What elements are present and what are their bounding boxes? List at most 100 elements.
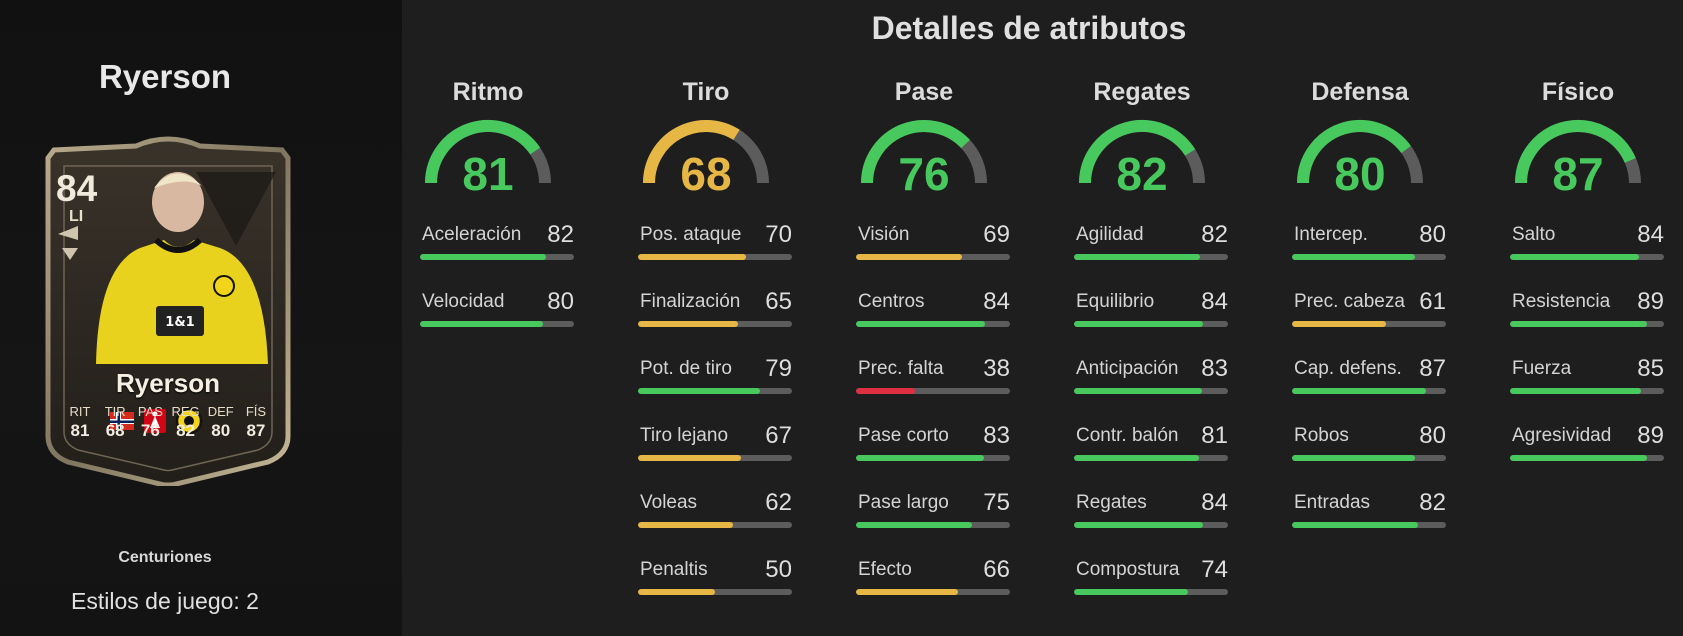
attribute-stat-value: 84 bbox=[983, 288, 1010, 315]
attribute-group-value: 80 bbox=[1334, 148, 1386, 200]
page-title: Detalles de atributos bbox=[871, 10, 1187, 46]
attribute-stat: Agresividad 89 bbox=[1510, 422, 1664, 475]
attribute-stat-value: 80 bbox=[547, 288, 574, 315]
attribute-stat: Prec. cabeza 61 bbox=[1292, 288, 1446, 341]
attribute-stat-name: Fuerza bbox=[1512, 358, 1572, 379]
attribute-stat-bar-fill bbox=[1074, 321, 1204, 327]
attribute-stat-bar bbox=[1074, 321, 1228, 327]
attribute-group-name: Tiro bbox=[682, 78, 730, 106]
attribute-stat-name: Pos. ataque bbox=[640, 224, 742, 245]
card-stat-label: TIR bbox=[104, 404, 126, 419]
attribute-stat-value: 83 bbox=[1201, 355, 1228, 382]
attribute-stat: Regates 84 bbox=[1074, 489, 1228, 542]
card-stat-values: 81 68 76 82 80 87 bbox=[63, 421, 273, 441]
attribute-gauge bbox=[1079, 120, 1205, 184]
attribute-stat-bar-fill bbox=[856, 455, 984, 461]
attribute-stat-bar bbox=[638, 522, 792, 528]
attribute-stat-value: 50 bbox=[765, 556, 792, 583]
gauge-fill bbox=[425, 120, 541, 184]
attribute-stat-value: 38 bbox=[983, 355, 1010, 382]
attribute-stat-bar-fill bbox=[1292, 388, 1426, 394]
attribute-gauge bbox=[861, 120, 987, 184]
attribute-group-value: 82 bbox=[1116, 148, 1168, 200]
attribute-stat: Agilidad 82 bbox=[1074, 221, 1228, 274]
attribute-stat-bar bbox=[1510, 388, 1664, 394]
attribute-stat-name: Robos bbox=[1294, 425, 1349, 446]
attribute-stat-value: 69 bbox=[983, 221, 1010, 248]
attribute-stat: Penaltis 50 bbox=[638, 556, 792, 609]
card-stat-value: 76 bbox=[140, 421, 160, 440]
card-stat-label: PAS bbox=[137, 404, 163, 419]
attribute-stat: Salto 84 bbox=[1510, 221, 1664, 274]
attribute-stat-bar-fill bbox=[1074, 254, 1201, 260]
attribute-stat-bar-fill bbox=[638, 388, 760, 394]
attribute-stat-name: Regates bbox=[1076, 492, 1147, 513]
attribute-stat-value: 84 bbox=[1201, 288, 1228, 315]
attribute-stat-name: Prec. falta bbox=[858, 358, 944, 379]
gauge-fill bbox=[1515, 120, 1636, 184]
attribute-stat-bar-fill bbox=[420, 254, 547, 260]
attribute-stat-bar-fill bbox=[1292, 254, 1416, 260]
attribute-stat-bar-fill bbox=[1510, 388, 1641, 394]
attribute-stat-bar bbox=[1510, 254, 1664, 260]
attribute-stat-bar bbox=[1292, 321, 1446, 327]
attribute-stat-bar bbox=[638, 254, 792, 260]
attribute-stat-bar bbox=[1510, 321, 1664, 327]
attribute-stat: Pase corto 83 bbox=[856, 422, 1010, 475]
attribute-group-value: 68 bbox=[680, 148, 732, 200]
gauge-fill bbox=[1297, 120, 1411, 184]
attribute-group-name: Pase bbox=[894, 78, 954, 106]
attribute-stat-name: Prec. cabeza bbox=[1294, 291, 1405, 312]
attribute-group-name: Defensa bbox=[1311, 78, 1409, 106]
attribute-gauge bbox=[425, 120, 551, 184]
attribute-stat-name: Velocidad bbox=[422, 291, 505, 312]
attribute-stat: Tiro lejano 67 bbox=[638, 422, 792, 475]
attribute-stat-name: Finalización bbox=[640, 291, 741, 312]
attribute-stat-name: Agilidad bbox=[1076, 224, 1144, 245]
attribute-stat-bar-fill bbox=[856, 254, 963, 260]
attribute-stat-bar-fill bbox=[1510, 254, 1640, 260]
attribute-stat-bar-fill bbox=[1074, 388, 1202, 394]
attribute-stat: Prec. falta 38 bbox=[856, 355, 1010, 408]
attribute-stat: Compostura 74 bbox=[1074, 556, 1228, 609]
attribute-stat-bar bbox=[638, 388, 792, 394]
attribute-stat-name: Intercep. bbox=[1294, 224, 1368, 245]
card-stat-label: FÍS bbox=[245, 404, 267, 419]
attribute-stat-bar-fill bbox=[638, 522, 734, 528]
attribute-stat-bar bbox=[1074, 522, 1228, 528]
card-stat-value: 80 bbox=[211, 421, 231, 440]
attribute-stat-value: 66 bbox=[983, 556, 1010, 583]
attribute-stat: Pot. de tiro 79 bbox=[638, 355, 792, 408]
attribute-stat-value: 80 bbox=[1419, 221, 1446, 248]
attribute-stat-name: Pot. de tiro bbox=[640, 358, 732, 379]
card-stat-value: 68 bbox=[105, 421, 125, 440]
attribute-stat-bar-fill bbox=[1292, 321, 1386, 327]
club-badge-icon bbox=[175, 407, 203, 435]
attribute-stat-value: 67 bbox=[765, 422, 792, 449]
card-player-name: Ryerson bbox=[115, 368, 221, 398]
attribute-stat-name: Aceleración bbox=[422, 224, 522, 245]
card-stat-value: 81 bbox=[70, 421, 90, 440]
attribute-stat-bar bbox=[856, 455, 1010, 461]
playstyles-button[interactable]: Estilos de juego: 2 bbox=[71, 588, 259, 614]
attribute-stat: Robos 80 bbox=[1292, 422, 1446, 475]
attribute-stat: Entradas 82 bbox=[1292, 489, 1446, 542]
attribute-stat-name: Voleas bbox=[640, 492, 698, 513]
attribute-stat-bar-fill bbox=[1510, 455, 1648, 461]
attribute-stat: Velocidad 80 bbox=[420, 288, 574, 341]
attribute-stat-bar bbox=[1074, 455, 1228, 461]
attribute-stat-bar-fill bbox=[638, 589, 715, 595]
attribute-stat: Contr. balón 81 bbox=[1074, 422, 1228, 475]
card-type-label: Centuriones bbox=[118, 549, 212, 566]
attribute-stat-bar-fill bbox=[638, 455, 742, 461]
attribute-stat-name: Salto bbox=[1512, 224, 1556, 245]
attribute-stat: Pase largo 75 bbox=[856, 489, 1010, 542]
player-name: Ryerson bbox=[98, 58, 232, 95]
attribute-gauge bbox=[643, 120, 769, 184]
attribute-stat-bar bbox=[1510, 455, 1664, 461]
attribute-stat-name: Agresividad bbox=[1512, 425, 1612, 446]
attribute-stat-bar bbox=[856, 321, 1010, 327]
card-position: LI bbox=[69, 208, 84, 225]
attribute-stat: Fuerza 85 bbox=[1510, 355, 1664, 408]
attribute-stat-value: 79 bbox=[765, 355, 792, 382]
